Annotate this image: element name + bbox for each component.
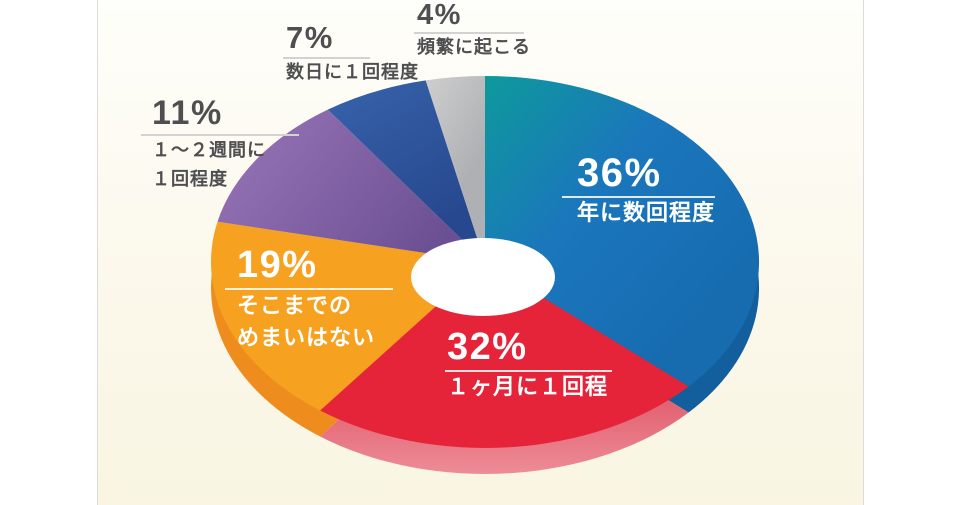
segment-name: 年に数回程度 [577, 200, 716, 225]
segment-name-line2: １回程度 [152, 169, 228, 190]
segment-name-line2: めまいはない [237, 324, 376, 350]
pct-value: 7% [286, 20, 334, 55]
segment-name: 頻繁に起こる [417, 37, 531, 58]
pct-value: 19% [237, 244, 318, 286]
label-underline [283, 56, 370, 59]
label-underline [445, 369, 612, 372]
pie-slice-4pct [425, 76, 485, 262]
label-underline [225, 287, 393, 290]
pct-value: 4% [417, 0, 462, 31]
pct-value: 11% [152, 94, 223, 132]
pct-value: 32% [447, 326, 528, 368]
label-block-36pct: 36% 年に数回程度 [562, 151, 716, 229]
label-block-7pct: 7% 数日に１回程度 [283, 20, 419, 86]
segment-name: 数日に１回程度 [286, 61, 419, 82]
donut-hole [411, 238, 555, 316]
label-underline [414, 32, 524, 35]
label-block-11pct: 11% １～２週間に １回程度 [141, 94, 299, 195]
pct-value: 36% [577, 151, 662, 195]
pie-slice-11pct [217, 109, 485, 262]
segment-name: そこまでの [237, 292, 353, 318]
label-underline [141, 133, 299, 136]
segment-name: １～２週間に [152, 139, 266, 160]
label-block-19pct: 19% そこまでの めまいはない [225, 244, 393, 354]
pie-slice-36pct [485, 76, 760, 387]
label-block-4pct: 4% 頻繁に起こる [414, 0, 531, 61]
label-underline [562, 196, 715, 198]
segment-name: １ヶ月に１回程 [447, 373, 609, 399]
pie-slice-7pct [327, 80, 485, 263]
label-block-32pct: 32% １ヶ月に１回程 [445, 326, 612, 403]
pie-slice-32pct [320, 262, 689, 448]
pie-slice-layer [211, 76, 760, 448]
